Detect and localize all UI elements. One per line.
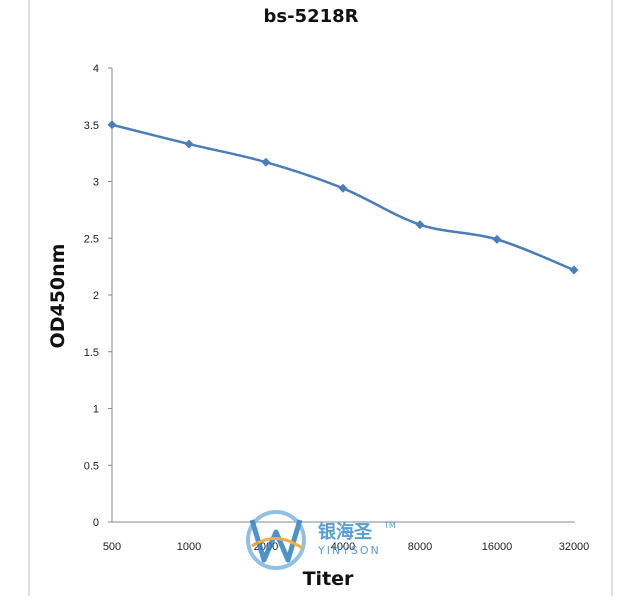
series-layer bbox=[107, 120, 579, 275]
x-tick-label: 8000 bbox=[408, 541, 432, 553]
x-tick-label: 500 bbox=[103, 541, 121, 553]
data-point bbox=[338, 183, 348, 193]
y-tick-label: 3.5 bbox=[84, 120, 99, 132]
watermark-logo-mark bbox=[246, 510, 306, 570]
watermark-logo-w-mark bbox=[249, 519, 303, 563]
y-tick-label: 0.5 bbox=[84, 460, 99, 472]
chart-title: bs-5218R bbox=[263, 6, 358, 27]
data-point bbox=[261, 157, 271, 167]
data-point bbox=[569, 265, 579, 275]
watermark-tm: TM bbox=[383, 521, 396, 530]
y-tick-label: 0 bbox=[93, 517, 99, 529]
y-tick-label: 4 bbox=[93, 63, 99, 75]
x-axis-title: Titer bbox=[303, 568, 354, 590]
x-tick-label: 1000 bbox=[177, 541, 201, 553]
watermark-en: YINYSON bbox=[317, 544, 381, 557]
watermark-cn: 银海圣 bbox=[318, 521, 373, 543]
series-line bbox=[111, 123, 575, 272]
x-tick-label: 4000 bbox=[331, 541, 355, 553]
axes bbox=[111, 68, 575, 523]
watermark-logo: 银海圣 TM YINYSON bbox=[246, 510, 396, 570]
y-tick-label: 2.5 bbox=[84, 233, 99, 245]
y-tick-label: 2 bbox=[93, 290, 99, 302]
data-point bbox=[184, 139, 194, 149]
x-tick-label: 16000 bbox=[482, 541, 513, 553]
y-axis-title: OD450nm bbox=[47, 244, 69, 349]
data-point bbox=[107, 120, 117, 130]
y-tick-label: 3 bbox=[93, 177, 99, 189]
data-point bbox=[492, 234, 502, 244]
y-tick-label: 1 bbox=[93, 404, 99, 416]
y-tick-label: 1.5 bbox=[84, 347, 99, 359]
watermark-logo-swoosh bbox=[251, 537, 303, 550]
x-tick-label: 32000 bbox=[559, 541, 590, 553]
data-point bbox=[415, 220, 425, 230]
